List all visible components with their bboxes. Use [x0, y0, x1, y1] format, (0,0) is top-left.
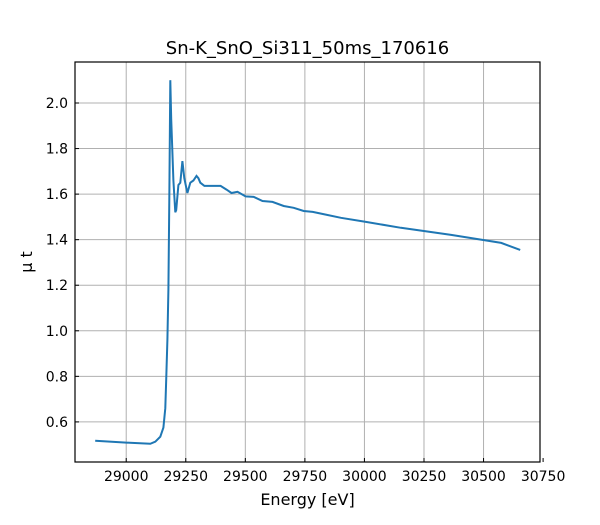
x-tick-label: 30500 — [461, 469, 506, 485]
x-tick-label: 30000 — [342, 469, 387, 485]
ticks: 29000 29250 29500 29750 30000 30250 30500 30750… — [46, 96, 566, 485]
x-tick-label: 30250 — [402, 469, 447, 485]
x-tick-label: 29000 — [104, 469, 149, 485]
y-tick-label: 1.2 — [46, 278, 68, 294]
x-tick-label: 30750 — [521, 469, 566, 485]
y-tick-label: 1.8 — [46, 142, 68, 158]
y-tick-label: 1.0 — [46, 324, 68, 340]
grid — [75, 62, 540, 462]
x-axis-label: Energy [eV] — [260, 490, 354, 509]
data-line — [95, 80, 521, 445]
x-tick-label: 29500 — [223, 469, 268, 485]
chart-title: Sn-K_SnO_Si311_50ms_170616 — [166, 38, 449, 59]
y-tick-label: 1.6 — [46, 187, 68, 203]
y-tick-label: 0.8 — [46, 369, 68, 385]
y-axis-label: μ t — [17, 251, 36, 273]
plot-frame — [74, 61, 541, 463]
y-tick-label: 2.0 — [46, 96, 68, 112]
x-tick-label: 29250 — [163, 469, 208, 485]
y-tick-label: 1.4 — [46, 233, 68, 249]
y-tick-label: 0.6 — [46, 415, 68, 431]
x-tick-label: 29750 — [283, 469, 328, 485]
